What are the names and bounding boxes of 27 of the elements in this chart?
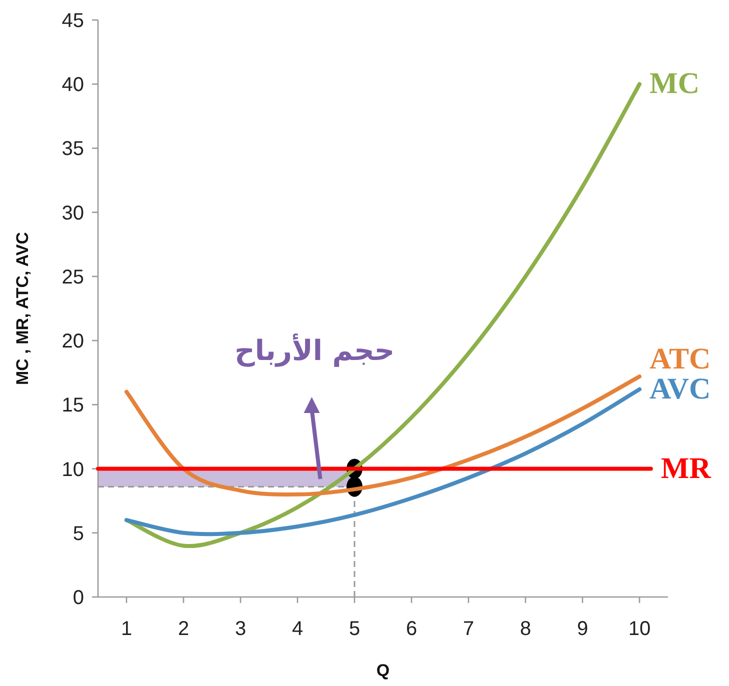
y-axis-title: MC , MR, ATC, AVC <box>13 232 32 385</box>
series-label: MR <box>660 452 712 485</box>
x-tick-label: 10 <box>628 618 651 640</box>
x-tick-label: 8 <box>520 618 532 640</box>
y-tick-label: 20 <box>62 330 84 353</box>
x-tick-label: 2 <box>178 618 190 640</box>
x-tick-label: 6 <box>406 618 418 640</box>
annotation: حجم الأرباح <box>234 332 395 367</box>
y-tick-label: 15 <box>62 394 84 417</box>
line-series <box>124 374 642 497</box>
x-tick-label: 9 <box>576 618 588 640</box>
x-tick-label: 4 <box>292 618 304 640</box>
y-tick-label: 5 <box>72 522 84 545</box>
line-series <box>124 82 642 548</box>
y-tick-label: 45 <box>62 10 84 32</box>
series-label: MC <box>650 67 700 100</box>
y-tick-label: 0 <box>72 587 84 609</box>
y-tick-label: 25 <box>62 266 84 288</box>
y-tick-label: 10 <box>62 458 84 481</box>
y-tick-label: 40 <box>62 74 84 96</box>
y-tick-label: 30 <box>62 202 84 224</box>
x-tick-label: 5 <box>348 618 360 640</box>
x-tick-label: 1 <box>120 618 132 640</box>
x-tick-label: 7 <box>462 618 474 640</box>
x-tick-label: 3 <box>234 618 246 640</box>
y-tick-label: 35 <box>62 138 84 160</box>
x-axis-title: Q <box>376 661 390 680</box>
